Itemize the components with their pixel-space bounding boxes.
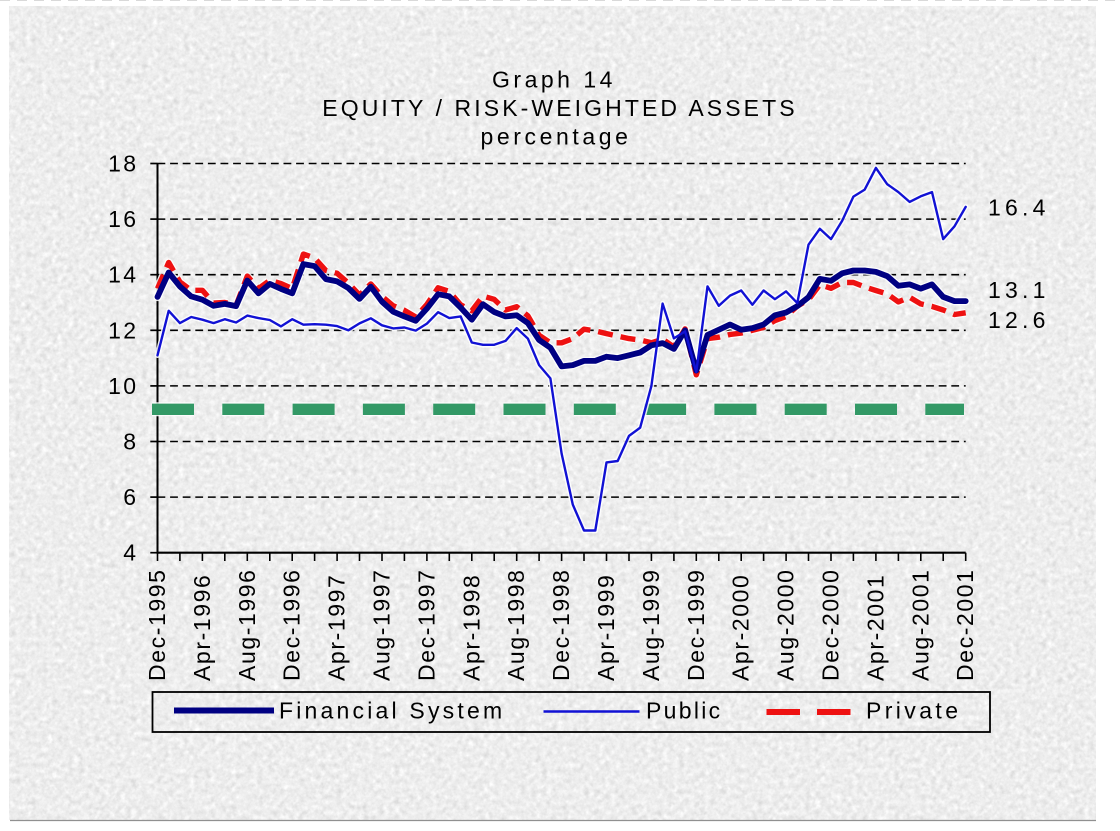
svg-text:Dec-1999: Dec-1999: [683, 568, 709, 681]
svg-text:12: 12: [108, 317, 138, 343]
svg-text:18: 18: [108, 151, 138, 177]
svg-text:Aug-1996: Aug-1996: [234, 568, 260, 681]
svg-text:6: 6: [123, 484, 138, 510]
svg-text:Dec-1997: Dec-1997: [413, 568, 439, 681]
svg-text:14: 14: [108, 262, 138, 288]
svg-text:percentage: percentage: [480, 124, 631, 150]
svg-text:Dec-1995: Dec-1995: [144, 568, 170, 681]
svg-text:Aug-1997: Aug-1997: [369, 568, 395, 681]
svg-text:Apr-1996: Apr-1996: [189, 574, 215, 681]
svg-text:Apr-2000: Apr-2000: [728, 574, 754, 681]
svg-text:Aug-1999: Aug-1999: [638, 568, 664, 681]
svg-text:16.4: 16.4: [988, 195, 1050, 221]
svg-text:Apr-1998: Apr-1998: [458, 574, 484, 681]
svg-text:Public: Public: [646, 698, 722, 724]
svg-text:12.6: 12.6: [988, 307, 1050, 333]
svg-text:Dec-1998: Dec-1998: [548, 568, 574, 681]
svg-text:Aug-2001: Aug-2001: [907, 568, 933, 681]
svg-text:Apr-2001: Apr-2001: [862, 574, 888, 681]
svg-text:EQUITY / RISK-WEIGHTED ASSETS: EQUITY / RISK-WEIGHTED ASSETS: [322, 95, 797, 121]
svg-text:Aug-2000: Aug-2000: [773, 568, 799, 681]
svg-text:Graph 14: Graph 14: [492, 67, 616, 93]
svg-text:16: 16: [108, 206, 138, 232]
svg-text:10: 10: [108, 373, 138, 399]
svg-text:Apr-1999: Apr-1999: [593, 574, 619, 681]
svg-text:Dec-2000: Dec-2000: [818, 568, 844, 681]
svg-text:4: 4: [123, 540, 138, 566]
svg-text:Dec-2001: Dec-2001: [952, 568, 978, 681]
svg-text:Financial System: Financial System: [279, 698, 505, 724]
svg-text:Dec-1996: Dec-1996: [279, 568, 305, 681]
svg-text:8: 8: [123, 429, 138, 455]
svg-text:Aug-1998: Aug-1998: [503, 568, 529, 681]
svg-text:Private: Private: [866, 698, 961, 724]
svg-text:Apr-1997: Apr-1997: [324, 574, 350, 681]
svg-text:13.1: 13.1: [988, 277, 1050, 303]
